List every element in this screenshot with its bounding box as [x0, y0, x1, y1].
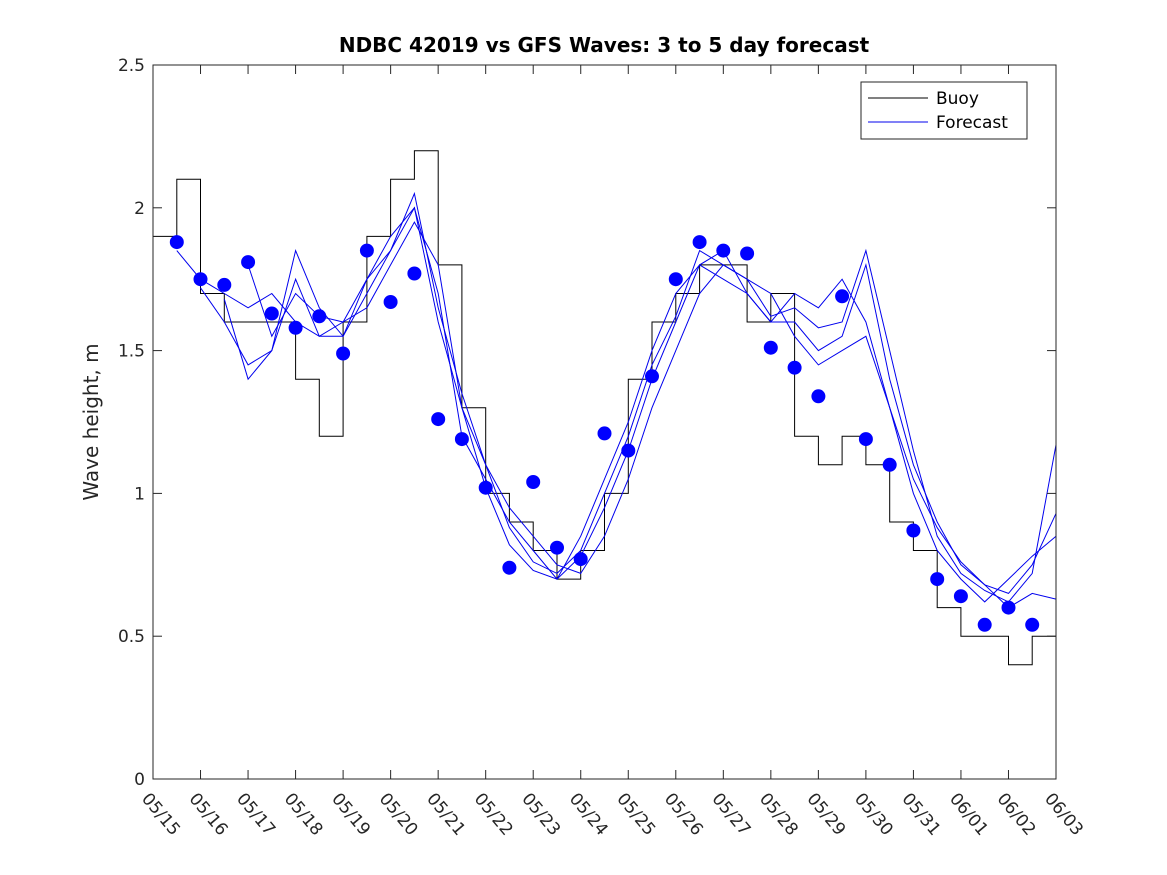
forecast-marker [241, 255, 256, 270]
forecast-marker [930, 572, 945, 587]
forecast-marker [502, 560, 517, 575]
y-tick-label: 2.5 [118, 56, 145, 76]
forecast-marker [977, 617, 992, 632]
legend-buoy-label: Buoy [936, 89, 979, 109]
forecast-marker [882, 457, 897, 472]
forecast-marker [858, 432, 873, 447]
forecast-marker [668, 272, 683, 287]
forecast-marker [763, 340, 778, 355]
forecast-marker [621, 443, 636, 458]
plot-frame [152, 64, 1057, 780]
forecast-marker [811, 389, 826, 404]
forecast-marker [217, 277, 232, 292]
y-tick-label: 1 [134, 484, 145, 504]
forecast-marker [383, 295, 398, 309]
forecast-marker [526, 475, 541, 489]
forecast-series-line-4 [247, 206, 1057, 609]
forecast-marker [835, 289, 850, 304]
forecast-series-line-1 [176, 221, 1057, 603]
forecast-marker [550, 540, 564, 555]
forecast-marker [169, 235, 184, 250]
y-tick-label: 1.5 [118, 342, 145, 362]
forecast-marker [740, 246, 755, 261]
forecast-marker [953, 589, 968, 604]
forecast-marker [407, 266, 422, 281]
buoy-series-line [153, 150, 1056, 666]
forecast-marker [716, 243, 731, 258]
forecast-marker [573, 552, 588, 567]
forecast-marker [478, 480, 493, 495]
chart-title: NDBC 42019 vs GFS Waves: 3 to 5 day fore… [339, 33, 870, 57]
forecast-marker [1025, 617, 1040, 632]
plot-area [153, 65, 1056, 779]
marker-layer [169, 235, 1040, 632]
forecast-marker [692, 235, 707, 250]
forecast-marker [312, 309, 327, 324]
forecast-marker [906, 523, 921, 538]
y-tick-label: 0 [134, 770, 145, 790]
forecast-marker [645, 369, 659, 384]
y-tick-label: 2 [134, 199, 145, 219]
forecast-marker [1001, 600, 1016, 615]
forecast-marker [431, 412, 446, 427]
legend-forecast-label: Forecast [936, 113, 1008, 133]
legend-box [860, 81, 1028, 140]
forecast-marker [336, 346, 351, 361]
y-axis-label: Wave height, m [79, 343, 103, 500]
forecast-marker [288, 320, 303, 335]
legend: Buoy Forecast [860, 81, 1028, 140]
forecast-marker [193, 272, 208, 287]
y-tick-label: 0.5 [118, 627, 145, 647]
forecast-marker [454, 432, 469, 447]
forecast-marker [359, 243, 374, 258]
forecast-marker [264, 306, 279, 321]
y-axis: 0 0.5 1 1.5 2 2.5 [118, 56, 1056, 790]
forecast-marker [787, 360, 802, 375]
forecast-series-line-3 [223, 191, 1057, 603]
forecast-marker [597, 426, 612, 441]
